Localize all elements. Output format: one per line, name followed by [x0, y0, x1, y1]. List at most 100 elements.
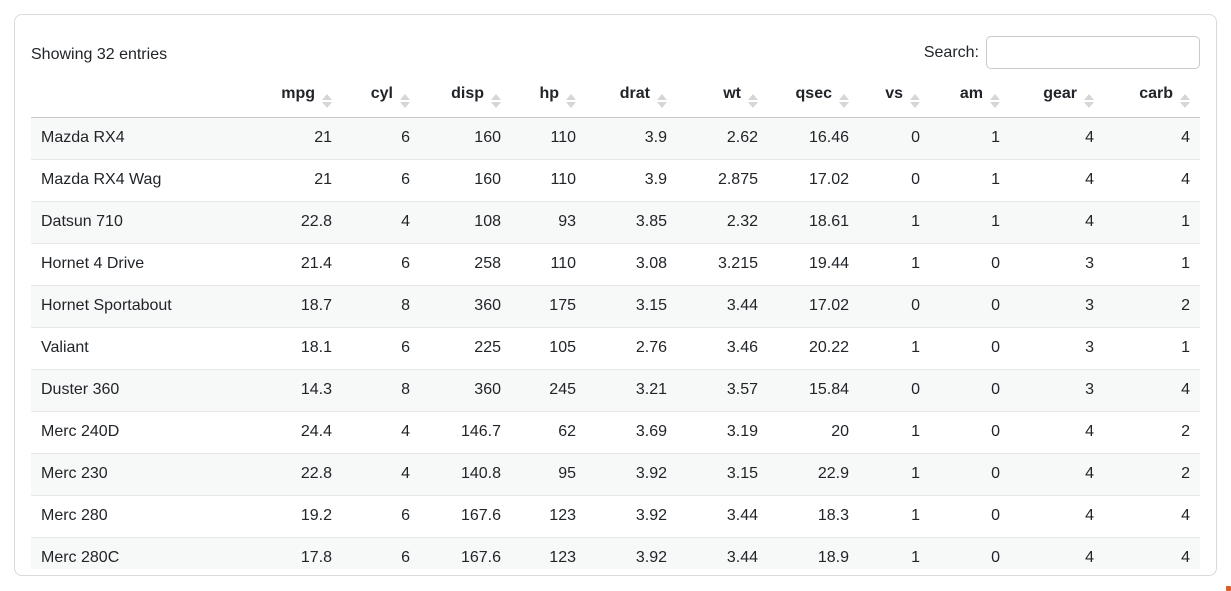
cell-mpg: 14.3 — [264, 369, 342, 412]
cell-vs: 1 — [859, 243, 930, 286]
column-label: carb — [1139, 85, 1173, 103]
cell-cyl: 6 — [342, 495, 420, 538]
search-input[interactable] — [986, 36, 1200, 69]
column-header-vs[interactable]: vs — [859, 77, 930, 118]
cell-disp: 225 — [420, 327, 511, 370]
column-header-disp[interactable]: disp — [420, 77, 511, 118]
table-row: Merc 230 22.8 4 140.8 95 3.92 3.15 22.9 1 0 4 2 — [31, 453, 1200, 496]
column-header-carb[interactable]: carb — [1104, 77, 1200, 118]
cell-wt: 3.19 — [677, 411, 768, 454]
cell-gear: 4 — [1010, 495, 1104, 538]
datatable-card: Showing 32 entries Search: mpg cyl disp hp d… — [14, 14, 1217, 576]
cell-hp: 110 — [511, 159, 586, 202]
cell-gear: 4 — [1010, 159, 1104, 202]
cell-vs: 1 — [859, 537, 930, 569]
cell-vs: 0 — [859, 117, 930, 160]
table-row: Mazda RX4 21 6 160 110 3.9 2.62 16.46 0 1 4 4 — [31, 117, 1200, 160]
column-header-wt[interactable]: wt — [677, 77, 768, 118]
cell-carb: 1 — [1104, 327, 1200, 370]
cell-gear: 3 — [1010, 327, 1104, 370]
cell-am: 0 — [930, 453, 1010, 496]
cell-disp: 140.8 — [420, 453, 511, 496]
column-header-qsec[interactable]: qsec — [768, 77, 859, 118]
cell-cyl: 6 — [342, 117, 420, 160]
cell-carb: 1 — [1104, 201, 1200, 244]
column-label: vs — [885, 85, 903, 103]
cell-qsec: 19.44 — [768, 243, 859, 286]
table-row: Mazda RX4 Wag 21 6 160 110 3.9 2.875 17.02 0 1 4 4 — [31, 159, 1200, 202]
table-row: Duster 360 14.3 8 360 245 3.21 3.57 15.84 0 0 3 4 — [31, 369, 1200, 412]
sort-icon — [491, 94, 501, 109]
sort-desc-icon — [1084, 102, 1094, 109]
column-label: qsec — [795, 85, 832, 103]
cell-wt: 2.875 — [677, 159, 768, 202]
cell-hp: 62 — [511, 411, 586, 454]
cell-qsec: 22.9 — [768, 453, 859, 496]
sort-desc-icon — [910, 102, 920, 109]
column-header-drat[interactable]: drat — [586, 77, 677, 118]
cell-vs: 1 — [859, 327, 930, 370]
cell-gear: 4 — [1010, 453, 1104, 496]
cell-cyl: 6 — [342, 159, 420, 202]
search-label: Search: — [923, 43, 979, 61]
column-header-name[interactable] — [31, 77, 264, 118]
cell-am: 0 — [930, 537, 1010, 569]
cell-qsec: 20.22 — [768, 327, 859, 370]
column-header-gear[interactable]: gear — [1010, 77, 1104, 118]
column-label: mpg — [281, 85, 315, 103]
sort-icon — [1180, 94, 1190, 109]
cell-am: 1 — [930, 117, 1010, 160]
column-label: cyl — [370, 85, 393, 103]
sort-icon — [748, 94, 758, 109]
cursor-artifact — [1226, 586, 1231, 591]
sort-desc-icon — [990, 102, 1000, 109]
cell-qsec: 18.61 — [768, 201, 859, 244]
cell-vs: 0 — [859, 285, 930, 328]
cell-vs: 1 — [859, 495, 930, 538]
cell-mpg: 21.4 — [264, 243, 342, 286]
cell-am: 1 — [930, 201, 1010, 244]
cell-drat: 3.92 — [586, 453, 677, 496]
cell-mpg: 18.7 — [264, 285, 342, 328]
column-label: wt — [723, 85, 741, 103]
sort-desc-icon — [491, 102, 501, 109]
sort-icon — [400, 94, 410, 109]
sort-asc-icon — [491, 94, 501, 101]
row-name-cell: Datsun 710 — [31, 201, 264, 244]
column-header-mpg[interactable]: mpg — [264, 77, 342, 118]
cell-wt: 2.32 — [677, 201, 768, 244]
column-header-cyl[interactable]: cyl — [342, 77, 420, 118]
cell-wt: 3.15 — [677, 453, 768, 496]
table-row: Merc 280 19.2 6 167.6 123 3.92 3.44 18.3 1 0 4 4 — [31, 495, 1200, 538]
cell-drat: 3.21 — [586, 369, 677, 412]
cell-am: 0 — [930, 411, 1010, 454]
sort-icon — [910, 94, 920, 109]
cell-hp: 123 — [511, 495, 586, 538]
cell-wt: 3.44 — [677, 495, 768, 538]
cell-qsec: 17.02 — [768, 285, 859, 328]
column-label: gear — [1043, 85, 1077, 103]
table-scroll-area[interactable]: mpg cyl disp hp drat wt qsec vs am gear carb Mazda… — [31, 77, 1200, 569]
sort-desc-icon — [322, 102, 332, 109]
row-name-cell: Merc 280 — [31, 495, 264, 538]
sort-asc-icon — [990, 94, 1000, 101]
cell-cyl: 6 — [342, 243, 420, 286]
row-name-cell: Merc 230 — [31, 453, 264, 496]
cell-cyl: 8 — [342, 285, 420, 328]
cell-cyl: 6 — [342, 537, 420, 569]
sort-icon — [990, 94, 1000, 109]
cell-am: 1 — [930, 159, 1010, 202]
cell-mpg: 17.8 — [264, 537, 342, 569]
column-header-hp[interactable]: hp — [511, 77, 586, 118]
cell-carb: 2 — [1104, 411, 1200, 454]
column-header-am[interactable]: am — [930, 77, 1010, 118]
column-label: disp — [451, 85, 484, 103]
cell-qsec: 20 — [768, 411, 859, 454]
cell-drat: 3.9 — [586, 117, 677, 160]
sort-icon — [657, 94, 667, 109]
cell-wt: 3.57 — [677, 369, 768, 412]
cell-cyl: 6 — [342, 327, 420, 370]
sort-asc-icon — [566, 94, 576, 101]
cell-vs: 1 — [859, 201, 930, 244]
row-name-cell: Valiant — [31, 327, 264, 370]
